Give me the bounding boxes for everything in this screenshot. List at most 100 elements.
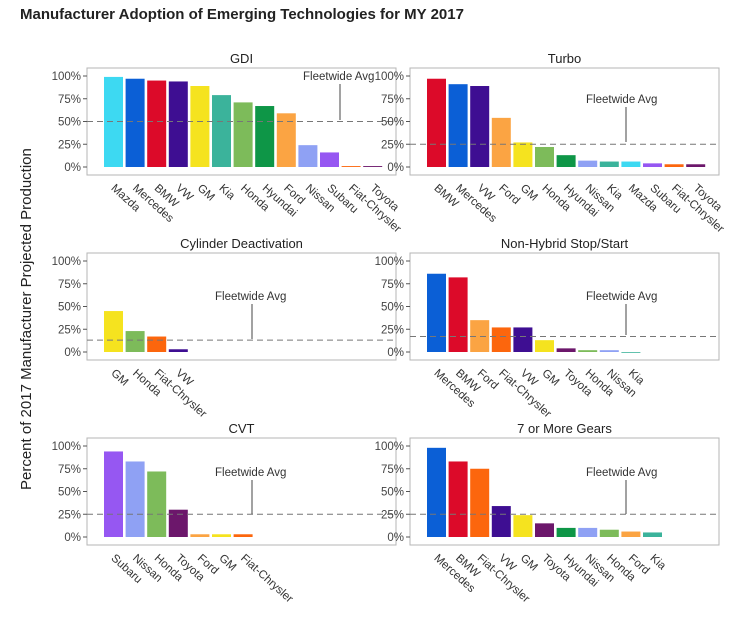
bar-gm: [535, 340, 554, 352]
bar-nissan: [298, 145, 318, 167]
bar-vw: [470, 86, 490, 167]
x-tick-label: Fiat-Chrysler: [238, 552, 295, 605]
bar-fiat-chrysler: [491, 327, 511, 352]
y-tick-label: 100%: [375, 256, 404, 268]
panel-title: 7 or More Gears: [517, 421, 612, 436]
x-tick-label: Kia: [216, 182, 237, 202]
x-tick-label: Ford: [496, 182, 522, 207]
fleetwide-avg-label: Fleetwide Avg: [215, 467, 286, 479]
bar-honda: [147, 471, 167, 537]
bar-mercedes: [448, 84, 468, 167]
bar-mazda: [104, 76, 123, 167]
bar-ford: [470, 320, 490, 352]
bar-fiat-chrysler: [470, 468, 490, 537]
y-tick-label: 50%: [381, 487, 404, 499]
y-tick-label: 25%: [58, 139, 81, 151]
bar-kia: [599, 161, 619, 167]
bar-mercedes: [427, 273, 446, 352]
y-tick-label: 75%: [381, 94, 404, 106]
fleetwide-avg-label: Fleetwide Avg: [586, 467, 657, 479]
y-tick-label: 50%: [58, 117, 81, 129]
chart-title: Manufacturer Adoption of Emerging Techno…: [20, 6, 464, 23]
bar-hyundai: [255, 106, 275, 167]
y-tick-label: 25%: [381, 139, 404, 151]
bar-gm: [190, 86, 210, 167]
panel-4: Non-Hybrid Stop/Start0%25%50%75%100%Merc…: [375, 236, 720, 420]
bar-gm: [513, 142, 533, 167]
x-tick-label: GM: [195, 182, 217, 203]
y-tick-label: 50%: [58, 487, 81, 499]
bar-nissan: [125, 461, 145, 537]
x-tick-label: GM: [518, 182, 540, 203]
bar-subaru: [320, 152, 339, 167]
bar-bmw: [147, 80, 167, 167]
panel-6: 7 or More Gears0%25%50%75%100%MercedesBM…: [375, 421, 720, 605]
bar-kia: [621, 352, 641, 353]
bar-toyota: [686, 164, 706, 167]
y-tick-label: 75%: [381, 464, 404, 476]
bar-vw: [491, 506, 511, 537]
bar-ford: [276, 113, 296, 167]
bar-toyota: [535, 523, 554, 537]
panel-title: GDI: [230, 51, 253, 66]
fleetwide-avg-label: Fleetwide Avg: [215, 291, 286, 303]
y-tick-label: 0%: [387, 162, 404, 174]
bar-fiat-chrysler: [233, 534, 253, 537]
x-tick-label: GM: [518, 552, 540, 573]
y-tick-label: 25%: [381, 324, 404, 336]
bar-gm: [104, 311, 123, 352]
fleetwide-avg-label: Fleetwide Avg: [303, 71, 374, 83]
y-tick-label: 0%: [64, 162, 81, 174]
bar-honda: [578, 350, 598, 352]
bar-bmw: [427, 78, 446, 167]
bar-honda: [233, 102, 253, 167]
y-tick-label: 75%: [58, 279, 81, 291]
bar-subaru: [643, 163, 662, 167]
y-tick-label: 75%: [381, 279, 404, 291]
y-tick-label: 0%: [387, 532, 404, 544]
y-tick-label: 100%: [52, 71, 81, 83]
bar-toyota: [363, 166, 383, 167]
bar-gm: [212, 534, 231, 537]
y-tick-label: 100%: [375, 441, 404, 453]
bar-fiat-chrysler: [664, 164, 684, 167]
y-tick-label: 25%: [58, 324, 81, 336]
panel-title: CVT: [229, 421, 255, 436]
x-tick-label: GM: [216, 552, 238, 573]
bar-gm: [513, 515, 533, 537]
bar-vw: [513, 327, 533, 352]
bar-subaru: [104, 451, 123, 537]
bar-vw: [168, 81, 188, 167]
y-tick-label: 100%: [52, 256, 81, 268]
bar-kia: [212, 95, 231, 167]
x-tick-label: GM: [539, 367, 561, 388]
bar-mazda: [621, 161, 641, 167]
bar-toyota: [556, 348, 576, 352]
bar-mercedes: [427, 447, 446, 537]
bar-vw: [168, 349, 188, 352]
y-tick-label: 100%: [375, 71, 404, 83]
bar-bmw: [448, 277, 468, 352]
bar-nissan: [578, 160, 598, 167]
bar-mercedes: [125, 78, 145, 167]
bar-honda: [535, 146, 554, 167]
bar-honda: [125, 331, 145, 352]
y-tick-label: 75%: [58, 464, 81, 476]
y-tick-label: 100%: [52, 441, 81, 453]
bar-ford: [621, 531, 641, 537]
bar-nissan: [578, 527, 598, 537]
y-tick-label: 25%: [58, 509, 81, 521]
bar-nissan: [599, 350, 619, 352]
panel-title: Cylinder Deactivation: [180, 236, 303, 251]
bar-ford: [190, 534, 210, 537]
panel-5: CVT0%25%50%75%100%SubaruNissanHondaToyot…: [52, 421, 397, 605]
fleetwide-avg-label: Fleetwide Avg: [586, 94, 657, 106]
x-tick-label: Kia: [647, 552, 668, 572]
bar-ford: [491, 117, 511, 167]
y-tick-label: 50%: [381, 117, 404, 129]
y-tick-label: 50%: [58, 302, 81, 314]
x-tick-label: GM: [108, 367, 130, 388]
